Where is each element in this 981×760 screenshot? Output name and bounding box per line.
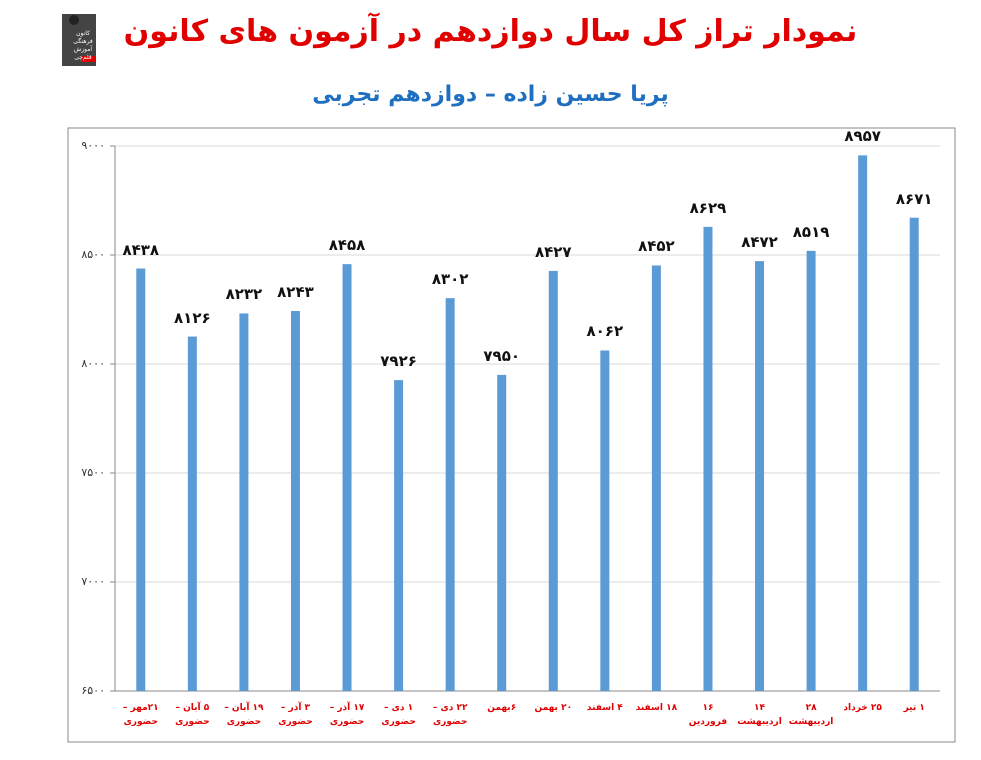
bar [858,155,868,691]
value-label: ۸۳۰۲ [431,270,469,289]
y-tick-label: ۶۵۰۰ [81,684,105,697]
value-label: ۸۱۲۶ [174,308,211,327]
value-label: ۸۴۵۸ [328,236,366,255]
bar [600,350,610,691]
x-tick-label: ۱۴ اردیبهشت [737,703,782,727]
value-label: ۸۹۵۷ [844,127,881,146]
x-tick-label: ۳ آذر – حضوری [278,703,313,727]
bar [239,313,249,691]
y-tick-label: ۷۵۰۰ [81,466,105,479]
logo-icon [62,14,96,66]
chart-subtitle: پریا حسین زاده – دوازدهم تجربی [312,82,669,107]
bar [136,268,146,691]
bar [187,336,197,691]
x-tick-label: ۴ اسفند [586,703,623,713]
x-tick-label: ۱ دی – حضوری [381,703,416,727]
bar [445,298,455,691]
value-label: ۸۲۴۳ [277,283,314,302]
x-tick-label: ۲۲ دی – حضوری [432,703,468,727]
x-tick-label: ۱۸ اسفند [635,703,678,713]
value-label: ۷۹۵۰ [483,346,521,365]
bar [394,380,404,691]
bar [290,311,300,691]
x-tick-label: ۶بهمن [487,703,517,713]
x-tick-label: ۲۵ خرداد [843,703,882,713]
x-tick-label: ۲۱مهر – حضوری [122,703,159,727]
bar [909,217,919,692]
value-label: ۸۴۵۲ [638,237,675,256]
bar [548,270,558,691]
bar [651,265,661,691]
value-label: ۸۴۲۷ [534,242,572,261]
logo-text: کانون فرهنگی آموزش قلم‌چی [73,30,93,61]
x-tick-label: ۱ تیر [903,703,925,713]
value-label: ۸۴۷۲ [741,233,778,252]
bar [703,226,713,692]
value-label: ۸۶۷۱ [895,189,933,208]
bar [342,264,352,691]
value-label: ۸۴۳۸ [122,240,160,259]
y-tick-label: ۹۰۰۰ [81,139,105,152]
x-tick-label: ۱۹ آبان – حضوری [224,703,264,727]
y-tick-label: ۸۵۰۰ [81,248,105,261]
x-tick-label: ۲۰ بهمن [534,703,573,713]
bar [497,374,507,691]
x-tick-label: ۱۶ فروردین [688,703,728,727]
y-tick-label: ۷۰۰۰ [81,575,105,588]
x-tick-label: ۵ آبان – حضوری [175,703,210,727]
chart-title: نمودار تراز کل سال دوازدهم در آزمون های … [123,14,858,49]
x-tick-label: ۲۸ اردیبهشت [788,703,834,727]
bar [806,250,816,691]
value-label: ۸۰۶۲ [586,322,624,341]
value-label: ۸۲۳۲ [225,285,263,304]
y-tick-label: ۸۰۰۰ [81,357,105,370]
value-label: ۸۵۱۹ [792,222,830,241]
bar [755,261,765,691]
value-label: ۸۶۲۹ [689,198,727,217]
x-tick-label: ۱۷ آذر – حضوری [329,703,365,727]
value-label: ۷۹۲۶ [380,352,417,371]
chart-frame [67,127,956,743]
